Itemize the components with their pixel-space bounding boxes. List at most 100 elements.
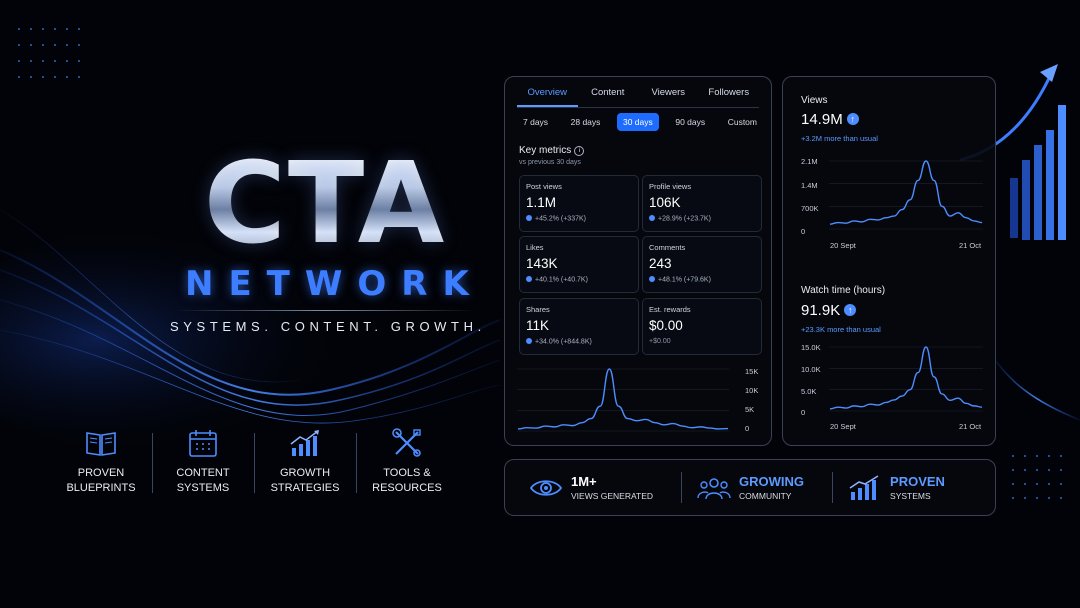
- metric-delta-text: +48.1% (+79.6K): [658, 276, 711, 284]
- range-custom[interactable]: Custom: [727, 117, 757, 127]
- brand-subtitle: NETWORK: [185, 264, 484, 304]
- tab-bar: Overview Content Viewers Followers: [517, 87, 759, 108]
- brand-tagline: SYSTEMS. CONTENT. GROWTH.: [170, 319, 486, 334]
- metric-delta-text: +34.0% (+844.8K): [535, 338, 592, 346]
- feature-label-line2: BLUEPRINTS: [66, 482, 136, 494]
- y-tick-label: 1.4M: [801, 181, 818, 190]
- range-7-days[interactable]: 7 days: [523, 117, 549, 127]
- x-tick-label: 21 Oct: [959, 422, 982, 431]
- metric-value: 106K: [649, 195, 681, 210]
- x-tick-label: 20 Sept: [830, 422, 856, 431]
- stat-title: 1M+: [571, 474, 597, 489]
- views-value: 14.9M ↑: [801, 111, 859, 128]
- series-line: [517, 368, 729, 430]
- y-tick-label: 2.1M: [801, 157, 818, 166]
- metric-card-est-rewards[interactable]: Est. rewards $0.00 +$0.00: [642, 298, 762, 355]
- key-metrics-subtitle: vs previous 30 days: [519, 159, 581, 166]
- watch-time-note: +23.3K more than usual: [801, 325, 881, 334]
- views-label: Views: [801, 95, 828, 106]
- brand-title: CTA: [170, 148, 480, 260]
- community-icon: [697, 477, 731, 499]
- metric-delta: +34.0% (+844.8K): [526, 338, 592, 346]
- range-90-days[interactable]: 90 days: [675, 117, 706, 127]
- feature-proven-blueprints: PROVEN BLUEPRINTS: [50, 428, 152, 498]
- trend-up-icon: [649, 215, 655, 221]
- feature-label-line1: PROVEN: [77, 467, 125, 479]
- range-28-days[interactable]: 28 days: [570, 117, 601, 127]
- stat-caption: SYSTEMS: [890, 491, 931, 501]
- metric-value: 1.1M: [526, 195, 557, 210]
- feature-growth-strategies: GROWTH STRATEGIES: [254, 428, 356, 498]
- metric-delta-text: +40.1% (+40.7K): [535, 276, 588, 284]
- x-tick-label: 21 Oct: [959, 241, 982, 250]
- y-tick-label: 15.0K: [801, 343, 821, 352]
- y-tick-label: 15K: [745, 367, 759, 376]
- x-tick-label: 20 Sept: [830, 241, 856, 250]
- stat-caption: VIEWS GENERATED: [571, 491, 654, 501]
- y-tick-label: 0: [801, 227, 806, 236]
- metric-delta: +$0.00: [649, 338, 671, 345]
- tab-followers[interactable]: Followers: [708, 87, 750, 98]
- brand-divider: [175, 310, 475, 311]
- proven-chart-icon: [849, 474, 879, 500]
- metric-value: 143K: [526, 256, 558, 271]
- series-line: [829, 160, 983, 225]
- trend-up-icon: [526, 215, 532, 221]
- y-tick-label: 10K: [745, 386, 759, 395]
- metric-delta: +28.9% (+23.7K): [649, 215, 711, 223]
- growth-chart-icon: [290, 430, 319, 456]
- metric-delta: +45.2% (+337K): [526, 215, 586, 223]
- stat-views-generated: 1M+ VIEWS GENERATED: [529, 460, 653, 515]
- y-tick-label: 5.0K: [801, 387, 817, 396]
- metric-card-likes[interactable]: Likes 143K +40.1% (+40.7K): [519, 236, 639, 293]
- metric-delta: +40.1% (+40.7K): [526, 276, 588, 284]
- watch-time-line-chart: [829, 346, 983, 412]
- feature-label-line2: RESOURCES: [372, 482, 442, 494]
- calendar-icon: [189, 430, 217, 457]
- metric-card-post-views[interactable]: Post views 1.1M +45.2% (+337K): [519, 175, 639, 232]
- overview-line-chart: [517, 368, 729, 432]
- y-tick-label: 10.0K: [801, 365, 821, 374]
- stat-growing-community: GROWING COMMUNITY: [681, 460, 805, 515]
- y-tick-label: 5K: [745, 405, 755, 414]
- decor-dots-top-left: [18, 28, 80, 78]
- feature-tools-resources: TOOLS & RESOURCES: [356, 428, 458, 498]
- stat-title: PROVEN: [890, 474, 945, 489]
- tab-viewers[interactable]: Viewers: [651, 87, 686, 98]
- metric-delta-text: +45.2% (+337K): [535, 215, 586, 223]
- tab-content[interactable]: Content: [591, 87, 625, 98]
- analytics-panel: Overview Content Viewers Followers 7 day…: [504, 76, 772, 446]
- trend-up-icon: [526, 338, 532, 344]
- metric-card-shares[interactable]: Shares 11K +34.0% (+844.8K): [519, 298, 639, 355]
- metric-value: 243: [649, 256, 672, 271]
- feature-list: PROVEN BLUEPRINTS CONTENT SYSTEMS GROWTH…: [50, 428, 460, 498]
- metric-card-comments[interactable]: Comments 243 +48.1% (+79.6K): [642, 236, 762, 293]
- key-metrics-title: Key metrics i: [519, 145, 585, 156]
- feature-label-line1: GROWTH: [279, 467, 331, 479]
- y-tick-label: 700K: [801, 204, 819, 213]
- eye-icon: [529, 479, 563, 496]
- metric-label: Likes: [526, 243, 544, 252]
- trend-up-icon: [526, 276, 532, 282]
- feature-label-line1: CONTENT: [176, 467, 230, 479]
- info-icon[interactable]: i: [574, 146, 585, 156]
- metric-label: Est. rewards: [649, 305, 691, 314]
- trend-up-icon: [649, 276, 655, 282]
- date-range-selector: 7 days 28 days 30 days 90 days Custom: [517, 113, 763, 131]
- watch-time-value-text: 91.9K: [801, 302, 841, 319]
- highlight-stats-bar: 1M+ VIEWS GENERATED GROWING COMMUNITY PR…: [504, 459, 996, 516]
- views-line-chart: [829, 160, 983, 230]
- stat-caption: COMMUNITY: [739, 491, 792, 501]
- metric-label: Shares: [526, 305, 550, 314]
- series-line: [829, 346, 983, 410]
- tab-overview[interactable]: Overview: [517, 87, 578, 107]
- y-tick-label: 0: [745, 424, 750, 433]
- range-30-days[interactable]: 30 days: [616, 113, 659, 131]
- metric-label: Comments: [649, 243, 686, 252]
- decor-dots-bottom-right: [1012, 455, 1062, 499]
- stat-title: GROWING: [739, 474, 805, 489]
- feature-label-line1: TOOLS &: [383, 467, 431, 479]
- metric-card-profile-views[interactable]: Profile views 106K +28.9% (+23.7K): [642, 175, 762, 232]
- side-stats-panel: Views 14.9M ↑ +3.2M more than usual 2.1M …: [782, 76, 996, 446]
